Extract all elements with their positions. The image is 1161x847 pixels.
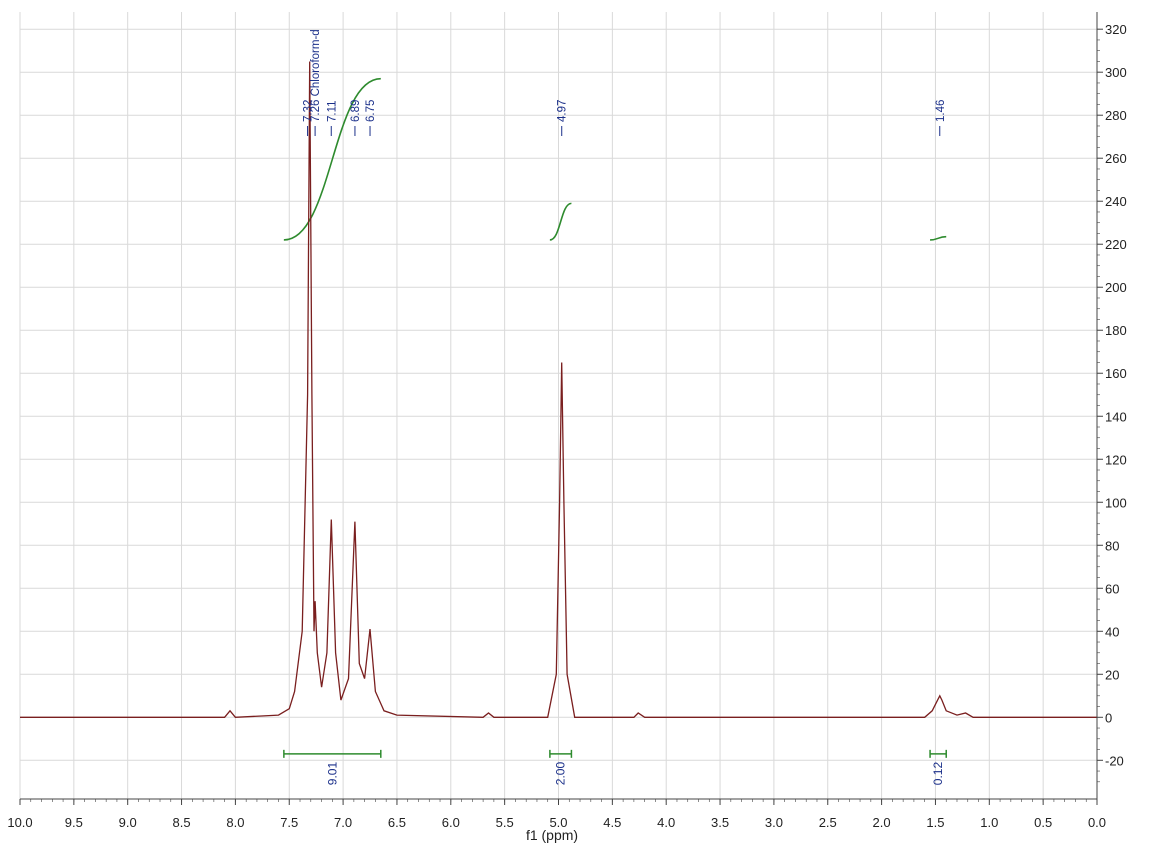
x-tick-label: 1.0 [980,815,998,830]
x-tick-label: 9.5 [65,815,83,830]
y-tick-label: 20 [1105,667,1119,682]
x-tick-label: 0.0 [1088,815,1106,830]
y-tick-label: 80 [1105,538,1119,553]
integral-value-label: 9.01 [325,762,339,786]
peak-shift-label: 1.46 [935,100,947,122]
x-tick-label: 5.5 [496,815,514,830]
y-tick-label: -20 [1105,753,1124,768]
y-tick-label: 200 [1105,280,1127,295]
integral-curve [283,77,381,241]
x-tick-label: 8.5 [173,815,191,830]
y-tick-label: 100 [1105,495,1127,510]
spectrum-line [20,61,1097,718]
y-tick-label: 40 [1105,624,1119,639]
y-tick-label: 280 [1105,108,1127,123]
y-tick-label: 180 [1105,323,1127,338]
y-tick-label: 0 [1105,710,1112,725]
x-tick-label: 7.0 [334,815,352,830]
x-axis-ticks: 10.0 9.5 9.0 8.5 8.0 7.5 7.0 6.5 6.0 5.5 5.0 4.5 4.0… [7,799,1106,830]
x-tick-label: 7.5 [280,815,298,830]
integral-value-label: 2.00 [554,762,568,786]
x-tick-label: 3.5 [711,815,729,830]
y-tick-label: 160 [1105,366,1127,381]
y-axis-ticks: 3203002802602402202001801601401201008060… [1097,22,1127,783]
x-tick-label: 3.0 [765,815,783,830]
x-tick-label: 6.0 [442,815,460,830]
y-tick-label: 140 [1105,409,1127,424]
x-axis-label: f1 (ppm) [526,827,578,843]
peak-shift-label: 7.26 Chloroform-d [310,29,322,122]
y-tick-label: 120 [1105,452,1127,467]
x-tick-label: 2.0 [873,815,891,830]
grid-lines [19,12,1098,799]
x-tick-label: 5.0 [549,815,567,830]
x-tick-label: 6.5 [388,815,406,830]
integral-curve [930,235,947,241]
x-tick-label: 1.5 [926,815,944,830]
integral-labels: 9.01 2.00 0.12 [283,749,947,786]
peak-shift-label: 6.75 [365,100,377,122]
y-tick-label: 260 [1105,151,1127,166]
peak-shift-label: 7.32 [303,100,315,122]
y-tick-label: 220 [1105,237,1127,252]
integral-value-label: 0.12 [931,762,945,786]
peak-shift-label: 6.89 [350,100,362,122]
peak-shift-label: 4.97 [557,100,569,122]
x-tick-label: 10.0 [7,815,32,830]
integral-curves [283,77,947,241]
y-tick-label: 60 [1105,581,1119,596]
x-tick-label: 4.5 [603,815,621,830]
y-tick-label: 240 [1105,194,1127,209]
x-tick-label: 0.5 [1034,815,1052,830]
x-tick-label: 8.0 [226,815,244,830]
x-tick-label: 9.0 [119,815,137,830]
y-tick-label: 320 [1105,22,1127,37]
y-tick-label: 300 [1105,65,1127,80]
x-tick-label: 2.5 [819,815,837,830]
peak-shift-label: 7.11 [326,100,338,122]
x-tick-label: 4.0 [657,815,675,830]
peak-labels: 7.327.26 Chloroform-d 7.11 6.89 6.75 4.97 1.4… [303,29,947,136]
integral-curve [549,202,572,241]
